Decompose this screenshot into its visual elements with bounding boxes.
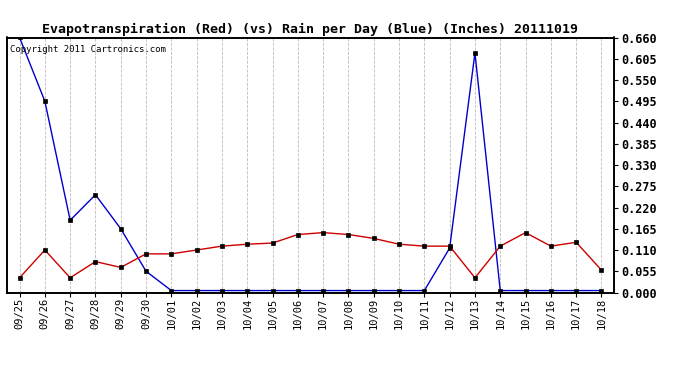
Title: Evapotranspiration (Red) (vs) Rain per Day (Blue) (Inches) 20111019: Evapotranspiration (Red) (vs) Rain per D… xyxy=(43,23,578,36)
Text: Copyright 2011 Cartronics.com: Copyright 2011 Cartronics.com xyxy=(10,45,166,54)
